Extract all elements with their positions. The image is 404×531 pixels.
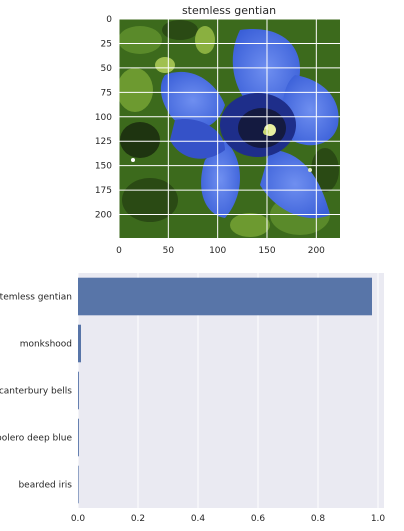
bar-x-tick-label: 0.6 bbox=[251, 514, 266, 524]
bar-x-tick-label: 0.4 bbox=[191, 514, 206, 524]
image-y-tick-label: 0 bbox=[106, 15, 112, 25]
bar-category-label: bolero deep blue bbox=[0, 434, 72, 444]
image-y-tick-label: 200 bbox=[95, 211, 112, 221]
bar bbox=[78, 465, 79, 504]
bar bbox=[78, 324, 81, 363]
bar-category-label: canterbury bells bbox=[0, 387, 72, 397]
image-y-axis: 0 25 50 75 100 125 150 175 200 bbox=[95, 15, 112, 221]
image-x-tick-label: 100 bbox=[209, 246, 226, 256]
bar bbox=[78, 277, 372, 316]
image-y-tick-label: 125 bbox=[95, 137, 112, 147]
bar-x-tick-label: 0.0 bbox=[71, 514, 86, 524]
image-grid bbox=[118, 18, 340, 238]
bar-x-tick-label: 1.0 bbox=[371, 514, 386, 524]
bar-category-label: monkshood bbox=[20, 340, 72, 350]
image-x-tick-label: 0 bbox=[116, 246, 122, 256]
image-x-tick-label: 50 bbox=[163, 246, 175, 256]
flower-image bbox=[119, 19, 340, 238]
image-x-tick-label: 150 bbox=[258, 246, 275, 256]
bar-category-label: bearded iris bbox=[18, 481, 72, 491]
bar bbox=[78, 418, 79, 457]
image-y-tick-label: 150 bbox=[95, 162, 112, 172]
image-y-tick-label: 100 bbox=[95, 113, 112, 123]
image-x-axis: 0 50 100 150 200 bbox=[116, 246, 325, 256]
bars bbox=[78, 277, 372, 504]
bar bbox=[78, 371, 79, 410]
bar-x-tick-label: 0.2 bbox=[131, 514, 145, 524]
image-y-tick-label: 25 bbox=[101, 39, 112, 49]
image-y-tick-label: 75 bbox=[101, 88, 112, 98]
image-y-tick-label: 50 bbox=[101, 64, 113, 74]
bar-category-label: stemless gentian bbox=[0, 293, 72, 303]
bar-y-axis: stemless gentian monkshood canterbury bell… bbox=[0, 293, 72, 491]
bar-x-tick-label: 0.8 bbox=[311, 514, 326, 524]
bar-x-axis: 0.0 0.2 0.4 0.6 0.8 1.0 bbox=[71, 514, 386, 524]
image-title: stemless gentian bbox=[182, 4, 276, 17]
image-y-tick-label: 175 bbox=[95, 186, 112, 196]
image-x-tick-label: 200 bbox=[308, 246, 325, 256]
